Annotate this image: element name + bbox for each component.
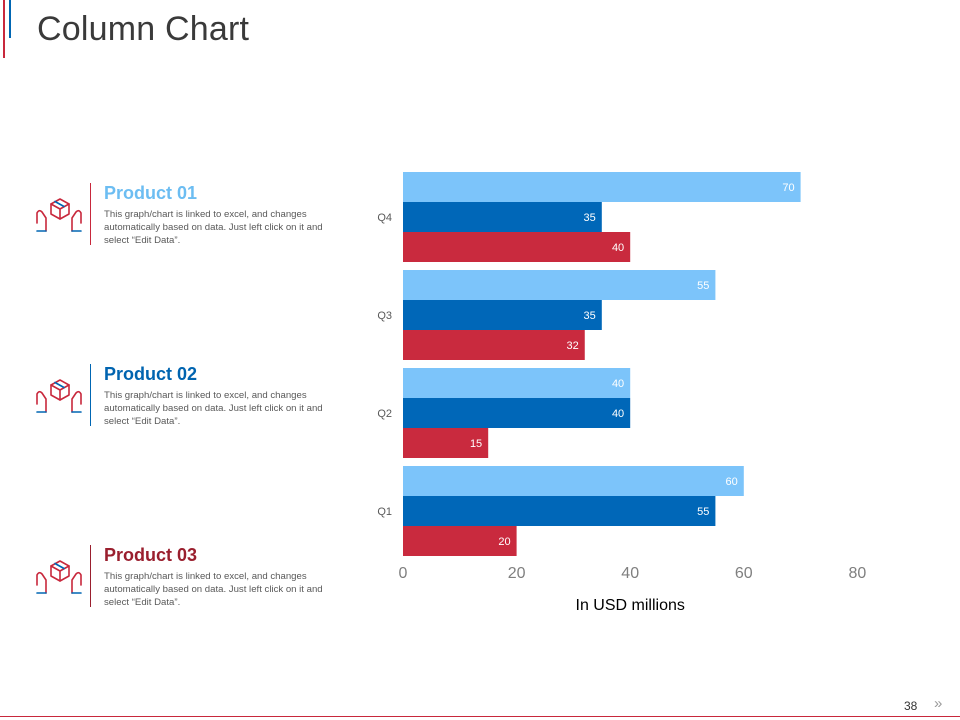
x-tick-label: 0 (399, 565, 408, 582)
product-name: Product 01 (104, 183, 198, 203)
bar-q2-series-3 (403, 428, 489, 458)
bar-q3-series-3 (403, 330, 585, 360)
y-tick-label: Q4 (377, 212, 392, 224)
bar-q4-series-2 (403, 202, 602, 232)
product-name: Product 03 (104, 545, 198, 565)
data-label: 35 (584, 310, 596, 322)
page-title: Column Chart (37, 10, 250, 48)
y-tick-label: Q1 (377, 506, 392, 518)
page-number: 38 (904, 699, 918, 713)
title-accent-bar-blue (9, 0, 11, 38)
data-label: 70 (782, 182, 794, 194)
package-hands-icon (36, 560, 82, 594)
product-divider (90, 183, 91, 245)
data-label: 15 (470, 438, 482, 450)
product-description: This graph/chart is linked to excel, and… (104, 571, 323, 608)
x-axis-label: In USD millions (576, 597, 685, 614)
bar-q3-series-1 (403, 270, 716, 300)
footer-divider (0, 716, 960, 717)
bar-chart: 60 55 20 Q1 40 40 15 Q2 55 35 32 Q3 70 35 40 Q4 0 20 40 60 8… (377, 172, 867, 614)
y-tick-label: Q2 (377, 408, 392, 420)
bar-q1-series-3 (403, 526, 517, 556)
product-block-3: Product 03 This graph/chart is linked to… (34, 545, 344, 609)
double-chevron-right-icon[interactable]: » (934, 695, 943, 712)
x-tick-label: 40 (621, 565, 639, 582)
product-block-2: Product 02 This graph/chart is linked to… (34, 364, 344, 428)
bar-q1-series-1 (403, 466, 744, 496)
bar-q3-series-2 (403, 300, 602, 330)
package-hands-icon (36, 379, 82, 413)
bar-q4-series-3 (403, 232, 631, 262)
data-label: 20 (498, 536, 510, 548)
title-accent-bar-red (3, 0, 5, 58)
data-label: 55 (697, 506, 709, 518)
product-divider (90, 545, 91, 607)
data-label: 60 (726, 476, 738, 488)
y-tick-label: Q3 (377, 310, 392, 322)
data-label: 35 (584, 212, 596, 224)
package-hands-icon (36, 198, 82, 232)
x-tick-label: 60 (735, 565, 753, 582)
data-label: 55 (697, 280, 709, 292)
data-label: 40 (612, 378, 624, 390)
product-name: Product 02 (104, 364, 198, 384)
bar-q2-series-2 (403, 398, 631, 428)
product-block-1: Product 01 This graph/chart is linked to… (34, 183, 344, 247)
product-description: This graph/chart is linked to excel, and… (104, 209, 323, 246)
bar-q4-series-1 (403, 172, 801, 202)
x-tick-label: 20 (508, 565, 526, 582)
product-divider (90, 364, 91, 426)
bar-q2-series-1 (403, 368, 631, 398)
bar-q1-series-2 (403, 496, 716, 526)
product-description: This graph/chart is linked to excel, and… (104, 390, 323, 427)
x-tick-label: 80 (849, 565, 867, 582)
data-label: 40 (612, 242, 624, 254)
data-label: 32 (567, 340, 579, 352)
data-label: 40 (612, 408, 624, 420)
